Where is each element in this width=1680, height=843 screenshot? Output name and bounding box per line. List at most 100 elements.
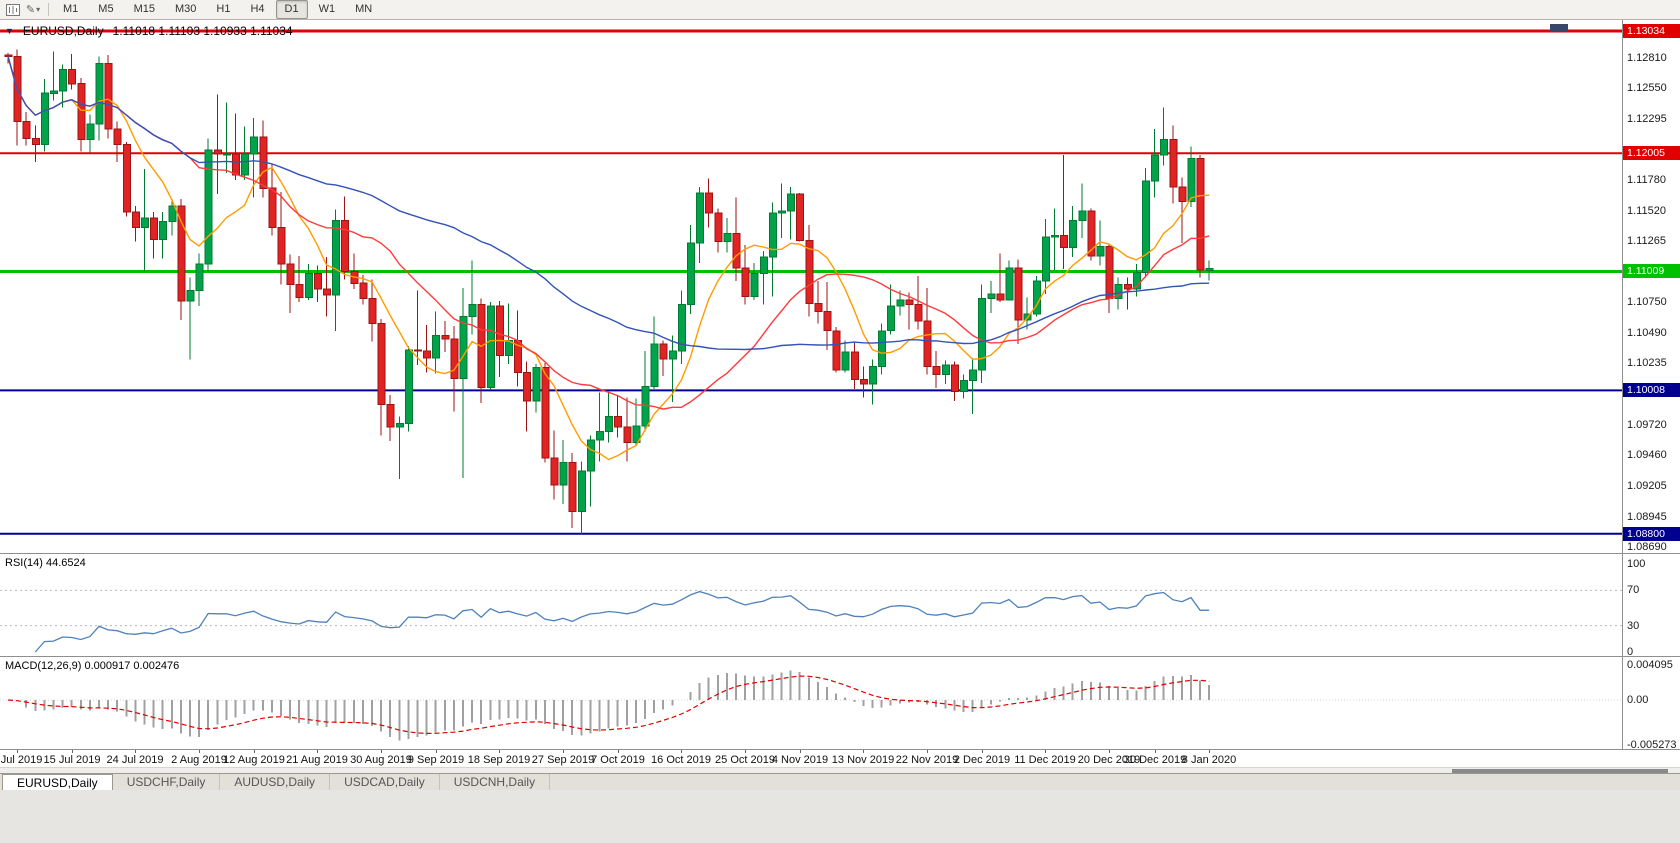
chart-symbol-label: EURUSD,Daily <box>22 24 104 38</box>
candle <box>423 350 432 359</box>
tab-usdchf-daily[interactable]: USDCHF,Daily <box>113 774 221 790</box>
candle <box>386 403 395 428</box>
macd-histogram <box>25 670 1211 741</box>
chart-title: ▼ EURUSD,Daily 1.11018 1.11103 1.10933 1… <box>5 24 293 38</box>
rsi-chart <box>0 589 1622 653</box>
candle <box>568 462 577 512</box>
rsi-tick-label: 0 <box>1627 646 1634 658</box>
candle <box>1142 180 1150 274</box>
candle <box>232 153 240 176</box>
candle <box>650 343 659 388</box>
candle <box>932 365 941 376</box>
ma-line-medium <box>7 56 1210 410</box>
candle <box>168 205 177 223</box>
timeframe-button-m5[interactable]: M5 <box>98 3 114 15</box>
tab-usdcnh-daily[interactable]: USDCNH,Daily <box>440 774 551 790</box>
timeframe-button-mn[interactable]: MN <box>355 3 373 15</box>
date-tick-label: 7 Oct 2019 <box>591 754 645 766</box>
tab-eurusd-daily[interactable]: EURUSD,Daily <box>2 774 113 790</box>
candle <box>941 364 950 376</box>
candle <box>1205 268 1214 271</box>
date-tick-label: 30 Dec 2019 <box>1123 754 1187 766</box>
toolbar-separator <box>48 3 49 16</box>
rsi-tick-label: 100 <box>1627 558 1646 570</box>
candle <box>1060 235 1069 249</box>
date-tick-mark <box>436 750 437 753</box>
timeframe-button-d1[interactable]: D1 <box>275 0 308 19</box>
date-tick-mark <box>1045 750 1046 753</box>
candle <box>1114 283 1123 300</box>
candle <box>459 316 468 379</box>
candle <box>696 192 705 244</box>
candle <box>605 415 614 433</box>
candle <box>950 364 959 392</box>
candle <box>778 210 786 214</box>
date-tick-mark <box>800 750 801 753</box>
candle <box>313 273 322 290</box>
chevron-down-icon: ▾ <box>36 5 41 14</box>
date-tick-label: 15 Jul 2019 <box>43 754 101 766</box>
candle <box>796 193 805 241</box>
rsi-tick-label: 70 <box>1627 584 1640 596</box>
timeframe-button-h1[interactable]: H1 <box>216 3 231 15</box>
date-tick-mark <box>982 750 983 753</box>
timeframe-button-m30[interactable]: M30 <box>174 3 197 15</box>
candle <box>122 143 131 213</box>
timeframe-button-h4[interactable]: H4 <box>250 3 265 15</box>
scrollbar-thumb[interactable] <box>1452 769 1668 773</box>
date-tick-label: 16 Oct 2019 <box>651 754 711 766</box>
candle <box>186 289 195 302</box>
rsi-label: RSI(14) 44.6524 <box>5 557 86 569</box>
candle <box>1187 158 1196 202</box>
price-axis[interactable]: 1.12810 1.12550 1.12295 1.11780 1.11520 1.112… <box>1622 20 1680 553</box>
candle <box>341 219 350 272</box>
chart-shift-marker[interactable] <box>1550 24 1568 32</box>
date-tick-mark <box>1109 750 1110 753</box>
price-tick-label: 1.10235 <box>1627 357 1667 369</box>
candle <box>86 123 95 140</box>
chart-window-icon[interactable] <box>3 2 23 18</box>
date-tick-label: 5 Jul 2019 <box>0 754 43 766</box>
candle <box>996 293 1005 301</box>
candle <box>304 273 313 298</box>
date-tick-mark <box>317 750 318 753</box>
candle <box>359 282 368 300</box>
candle <box>541 367 550 459</box>
rsi-tick-label: 30 <box>1627 620 1640 632</box>
candle <box>905 299 914 306</box>
candle <box>659 343 668 360</box>
price-tick-label: 1.09205 <box>1627 480 1667 492</box>
candle <box>141 217 149 228</box>
timeframe-button-w1[interactable]: W1 <box>318 3 336 15</box>
candle <box>668 350 677 360</box>
timeframe-button-m15[interactable]: M15 <box>133 3 155 15</box>
draw-tools-icon[interactable]: ✎ ▾ <box>25 4 41 16</box>
candle <box>59 69 68 92</box>
timeframe-button-m1[interactable]: M1 <box>63 3 79 15</box>
date-tick-label: 30 Aug 2019 <box>350 754 412 766</box>
date-tick-label: 24 Jul 2019 <box>106 754 164 766</box>
candle <box>878 330 887 367</box>
macd-tick-label: -0.005273 <box>1627 739 1677 751</box>
candle <box>295 283 304 298</box>
candle <box>368 298 377 325</box>
candle <box>222 153 231 156</box>
price-chart-panel[interactable]: ▼ EURUSD,Daily 1.11018 1.11103 1.10933 1… <box>0 20 1622 553</box>
date-tick-label: 9 Sep 2019 <box>407 754 465 766</box>
tab-audusd-daily[interactable]: AUDUSD,Daily <box>220 774 331 790</box>
candle <box>414 349 422 352</box>
date-tick-mark <box>563 750 564 753</box>
date-tick-mark <box>72 750 73 753</box>
horizontal-scrollbar[interactable] <box>0 767 1680 773</box>
macd-panel[interactable]: MACD(12,26,9) 0.000917 0.002476 <box>0 656 1622 749</box>
date-tick-label: 27 Sep 2019 <box>531 754 595 766</box>
candle <box>987 293 996 300</box>
candle <box>1014 267 1023 321</box>
candle <box>332 219 341 296</box>
tab-usdcad-daily[interactable]: USDCAD,Daily <box>330 774 440 790</box>
rsi-axis: 100 70 30 0 <box>1622 553 1680 658</box>
price-tick-label: 1.08945 <box>1627 511 1667 523</box>
candle <box>586 439 595 472</box>
rsi-panel[interactable]: RSI(14) 44.6524 <box>0 553 1622 656</box>
